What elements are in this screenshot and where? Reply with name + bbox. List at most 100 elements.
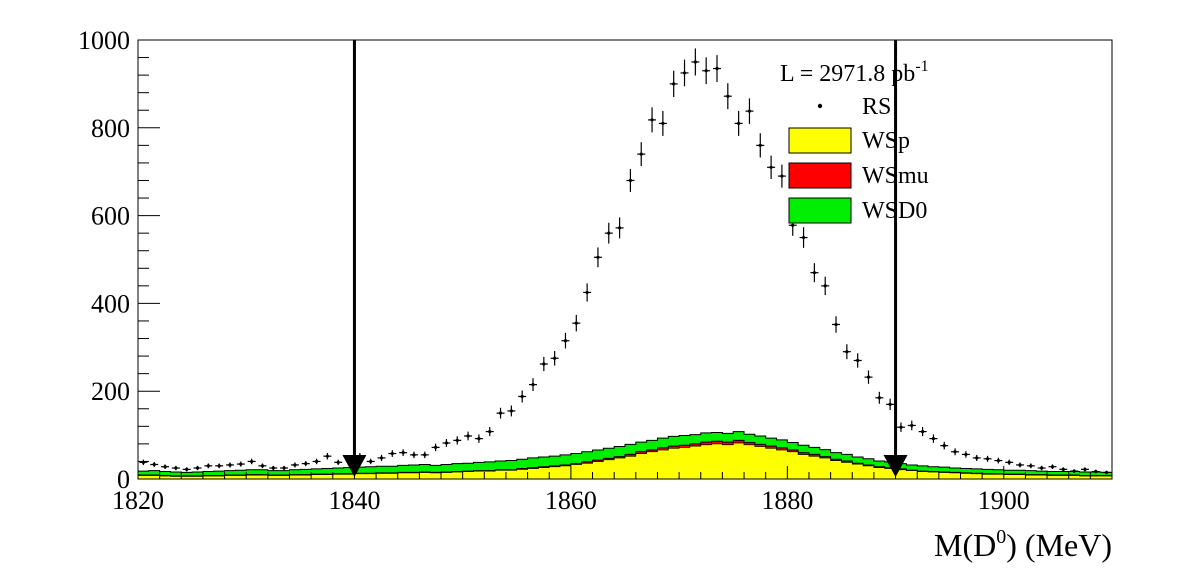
rs-marker <box>1029 464 1033 468</box>
rs-marker <box>823 284 827 288</box>
rs-point <box>1080 467 1089 472</box>
lower-cut-line <box>342 40 367 477</box>
rs-marker <box>877 396 881 400</box>
rs-point <box>615 217 624 239</box>
rs-marker <box>931 437 936 441</box>
rs-marker <box>682 71 687 75</box>
rs-marker <box>553 356 557 360</box>
rs-marker <box>672 82 676 86</box>
rs-marker <box>401 451 405 455</box>
rs-point <box>648 107 657 133</box>
rs-point <box>723 83 732 110</box>
rs-marker <box>834 322 838 327</box>
rs-point <box>680 59 689 87</box>
rs-point <box>366 458 375 465</box>
rs-point <box>637 142 646 167</box>
rs-point <box>994 457 1003 464</box>
rs-data-points <box>139 48 1111 475</box>
rs-marker <box>152 462 156 467</box>
x-axis-ticks: 1820 1840 1860 1880 1900 <box>112 466 1113 515</box>
rs-marker <box>693 60 697 64</box>
rs-point <box>767 155 776 180</box>
rs-point <box>301 461 310 467</box>
rs-marker <box>607 231 611 235</box>
luminosity-annotation: L = 2971.8 pb-1 <box>780 58 929 87</box>
rs-marker <box>866 375 871 379</box>
y-tick-label: 800 <box>91 114 130 143</box>
rs-marker <box>260 464 265 468</box>
rs-point <box>442 439 451 447</box>
rs-marker <box>444 441 449 445</box>
rs-marker <box>596 255 600 259</box>
rs-point <box>215 463 224 469</box>
rs-point <box>626 169 635 192</box>
rs-point <box>572 314 581 332</box>
rs-marker <box>1094 469 1098 474</box>
x-axis-label: M(D0) (MeV) <box>934 526 1112 563</box>
rs-point <box>864 370 873 384</box>
legend-wsmu-swatch <box>788 162 852 189</box>
rs-marker <box>639 152 643 156</box>
rs-point <box>583 283 592 302</box>
y-tick-label: 0 <box>117 465 130 494</box>
rs-point <box>832 316 841 333</box>
rs-marker <box>185 467 189 471</box>
rs-point <box>702 57 711 85</box>
rs-marker <box>1061 467 1065 471</box>
rs-point <box>550 350 559 366</box>
rs-marker <box>1083 467 1087 471</box>
rs-point <box>258 463 267 469</box>
rs-marker <box>953 450 957 454</box>
rs-marker <box>336 460 340 464</box>
rs-marker <box>921 429 925 434</box>
rs-point <box>712 55 721 82</box>
rs-point <box>377 454 386 461</box>
rs-point <box>496 407 505 419</box>
rs-point <box>474 434 483 443</box>
rs-marker <box>747 109 752 113</box>
rs-marker <box>996 458 1000 463</box>
rs-marker <box>791 223 795 227</box>
rs-point <box>399 449 408 457</box>
rs-marker <box>585 290 589 295</box>
rs-marker <box>661 121 665 126</box>
rs-point <box>518 390 527 403</box>
rs-marker <box>163 465 167 469</box>
rs-point <box>388 450 397 457</box>
rs-point <box>1102 470 1111 475</box>
rs-marker <box>314 459 319 464</box>
rs-point <box>269 465 278 471</box>
rs-point <box>529 378 538 392</box>
rs-marker <box>899 425 903 429</box>
rs-point <box>907 420 916 431</box>
rs-point <box>799 227 808 248</box>
rs-marker <box>942 444 946 448</box>
y-tick-label: 600 <box>91 202 130 231</box>
rs-marker <box>369 459 373 464</box>
legend-wsmu-label: WSmu <box>862 163 929 189</box>
rs-point <box>334 459 343 466</box>
rs-point <box>853 353 862 368</box>
rs-point <box>669 70 678 98</box>
rs-point <box>875 391 884 404</box>
rs-point <box>951 448 960 456</box>
rs-point <box>961 451 970 458</box>
rs-point <box>1048 464 1057 470</box>
rs-marker <box>217 464 221 468</box>
legend: RS WSp WSmu WSD0 <box>788 94 929 224</box>
legend-rs-label: RS <box>862 94 891 120</box>
rs-point <box>777 164 786 188</box>
rs-marker <box>574 321 578 325</box>
rs-marker <box>466 434 470 438</box>
rs-marker <box>726 94 730 98</box>
rs-point <box>204 463 213 469</box>
rs-point <box>193 465 202 471</box>
rs-point <box>323 453 332 460</box>
rs-point <box>225 462 234 468</box>
rs-point <box>290 462 299 468</box>
x-tick-label: 1840 <box>328 486 380 515</box>
rs-point <box>420 451 429 459</box>
rs-point <box>745 98 754 124</box>
rs-marker <box>617 226 622 230</box>
